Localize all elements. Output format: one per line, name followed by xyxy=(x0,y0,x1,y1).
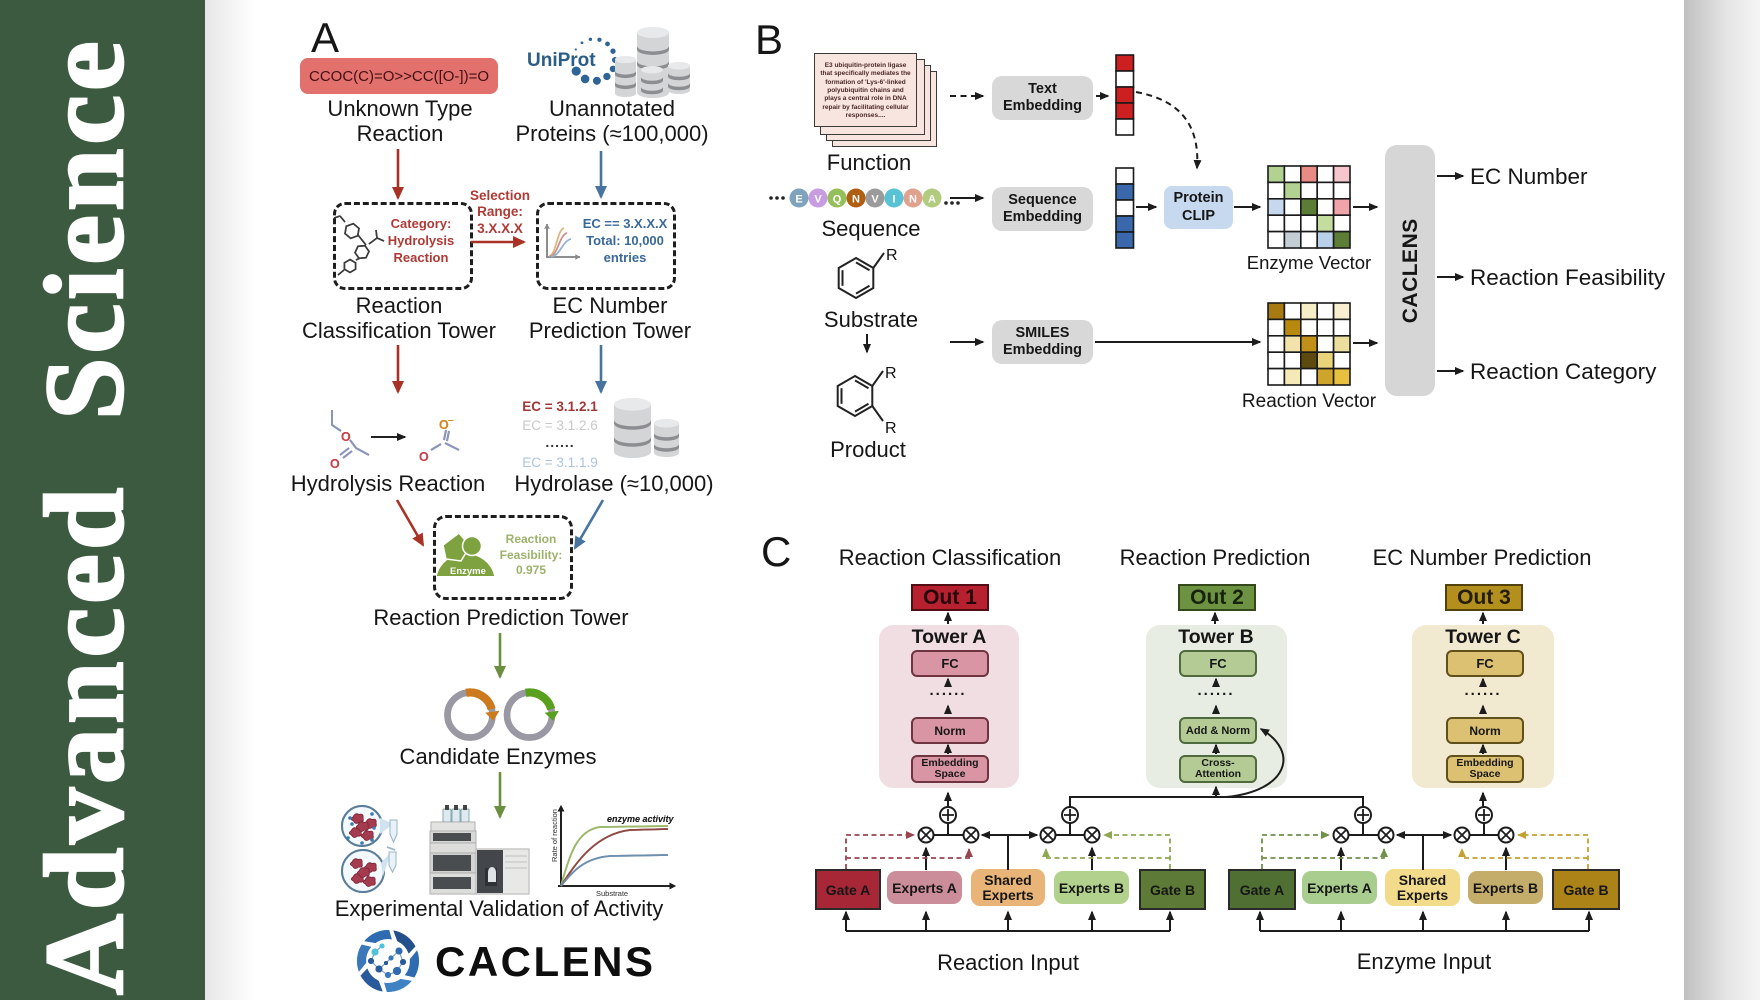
svg-text:O: O xyxy=(330,457,340,471)
svg-text:O: O xyxy=(439,418,449,432)
svg-text:V: V xyxy=(814,194,822,206)
svg-text:O: O xyxy=(341,430,351,444)
svg-text:O: O xyxy=(439,418,449,432)
svg-text:–: – xyxy=(448,415,454,426)
svg-text:V: V xyxy=(871,194,879,206)
svg-text:R: R xyxy=(886,247,898,264)
svg-text:O: O xyxy=(330,457,340,471)
svg-text:Q: Q xyxy=(833,194,842,206)
svg-text:Rate of reaction: Rate of reaction xyxy=(550,809,559,862)
svg-text:R: R xyxy=(885,420,897,437)
svg-text:O: O xyxy=(341,430,351,444)
svg-text:A: A xyxy=(928,194,936,206)
svg-text:E: E xyxy=(795,194,802,206)
svg-text:I: I xyxy=(892,194,895,206)
svg-text:O: O xyxy=(419,450,429,464)
svg-text:O: O xyxy=(419,450,429,464)
svg-text:–: – xyxy=(448,415,454,426)
svg-text:R: R xyxy=(885,365,897,382)
svg-text:N: N xyxy=(909,194,917,206)
svg-text:enzyme activity: enzyme activity xyxy=(607,814,675,824)
svg-text:enzyme activity: enzyme activity xyxy=(607,814,675,824)
svg-text:N: N xyxy=(852,194,860,206)
svg-text:Rate of reaction: Rate of reaction xyxy=(550,809,559,862)
